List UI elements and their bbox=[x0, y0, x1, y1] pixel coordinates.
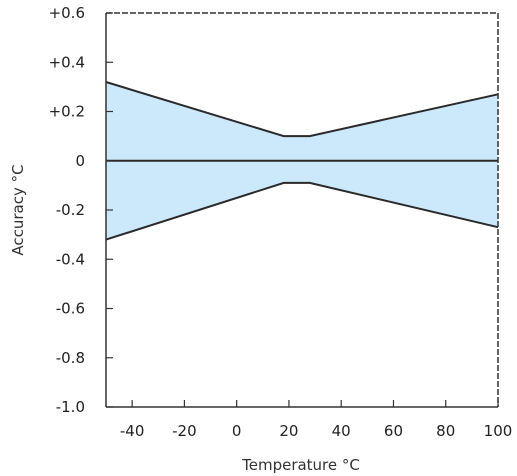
y-tick-label: -0.2 bbox=[56, 201, 85, 219]
y-tick-label: -0.8 bbox=[56, 349, 85, 367]
y-tick-label: -1.0 bbox=[56, 398, 85, 416]
x-tick-label: 80 bbox=[436, 422, 455, 440]
band-layer bbox=[105, 81, 499, 241]
x-axis-title: Temperature °C bbox=[241, 456, 360, 474]
x-tick-label: -20 bbox=[172, 422, 197, 440]
y-tick-label: +0.2 bbox=[49, 103, 85, 121]
y-tick-label: -0.6 bbox=[56, 300, 85, 318]
tick-layer: +0.6 +0.4 +0.2 0 -0.2 -0.4 -0.6 -0.8 -1.0 -40 -20 0… bbox=[49, 4, 513, 440]
y-tick-label: 0 bbox=[75, 152, 85, 170]
y-axis-title: Accuracy °C bbox=[9, 164, 27, 255]
x-tick-label: -40 bbox=[120, 422, 145, 440]
x-tick-label: 40 bbox=[332, 422, 351, 440]
y-tick-label: +0.6 bbox=[49, 4, 85, 22]
x-tick-label: 100 bbox=[484, 422, 513, 440]
lower-limit-line bbox=[105, 181, 499, 241]
upper-limit-line bbox=[105, 81, 499, 138]
y-tick-label: -0.4 bbox=[56, 250, 85, 268]
y-tick-label: +0.4 bbox=[49, 53, 85, 71]
x-tick-label: 20 bbox=[279, 422, 298, 440]
x-tick-label: 60 bbox=[384, 422, 403, 440]
x-tick-label: 0 bbox=[232, 422, 242, 440]
